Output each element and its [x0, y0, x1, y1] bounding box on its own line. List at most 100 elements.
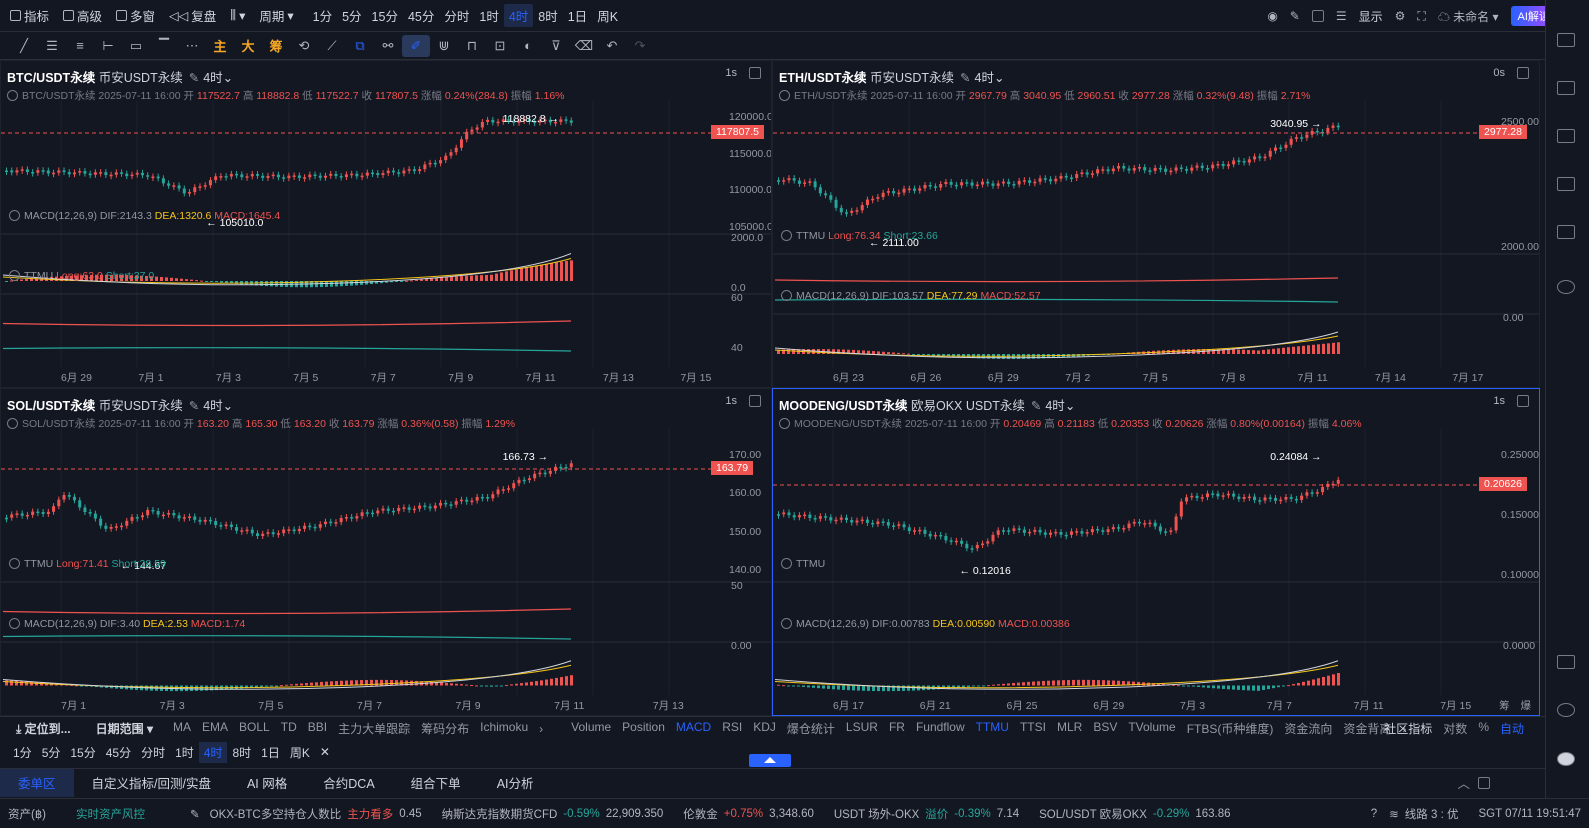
chart-panel-3[interactable]: SOL/USDT永续 币安USDT永续 ✎ 4时⌄ 1s SOL/USDT永续 2025… [0, 388, 772, 716]
advanced-button[interactable]: 高级 [63, 6, 102, 25]
chart-panel-4[interactable]: MOODENG/USDT永续 欧易OKX USDT永续 ✎ 4时⌄ 1s MOODENG… [772, 388, 1540, 716]
visibility-icon[interactable] [7, 418, 18, 429]
timeframe-45分[interactable]: 45分 [407, 10, 435, 24]
bottom-tab-3[interactable]: 合约DCA [323, 777, 375, 791]
visibility-icon[interactable] [9, 270, 20, 281]
settings-icon[interactable]: ⚙ [1394, 9, 1406, 23]
tf-45分[interactable]: 45分 [105, 745, 132, 760]
visibility-icon[interactable] [779, 418, 790, 429]
tf-1分[interactable]: 1分 [13, 745, 32, 760]
tf-8时[interactable]: 8时 [232, 745, 252, 760]
timeframe-1分[interactable]: 1分 [312, 10, 333, 24]
main-indicator-BBI[interactable]: BBI [307, 720, 328, 734]
ticker-name[interactable]: USDT 场外-OKX [833, 808, 920, 821]
big-order-tool[interactable]: 大 [241, 39, 255, 54]
ticker-name[interactable]: 伦敦金 [683, 808, 718, 821]
trend-line-icon[interactable]: ╱ [20, 37, 28, 53]
main-indicator-Ichimoku[interactable]: Ichimoku [480, 720, 529, 734]
chevron-right-icon[interactable]: › [1402, 721, 1407, 736]
maximize-icon[interactable] [1517, 395, 1529, 407]
main-indicator-EMA[interactable]: EMA [202, 720, 229, 734]
maximize-icon[interactable] [749, 395, 761, 407]
cloud-save-button[interactable]: ☁ 未命名 ▾ [1437, 9, 1499, 24]
maximize-icon[interactable] [1517, 67, 1529, 79]
data-window-icon[interactable] [1557, 177, 1575, 191]
sub-indicator-Volume[interactable]: Volume [571, 720, 612, 734]
bottom-tab-0[interactable]: 委单区 [0, 768, 74, 797]
parallel-channel-icon[interactable]: ☰ [46, 37, 58, 53]
main-indicator-TD[interactable]: TD [280, 720, 297, 734]
close-icon[interactable]: ✕ [319, 745, 330, 759]
interval-dropdown[interactable]: 4时 [974, 71, 994, 85]
bottom-tab-5[interactable]: AI分析 [496, 777, 534, 791]
camera-icon[interactable]: ◉ [1267, 9, 1278, 23]
period-dropdown[interactable]: 周期 ▾ [259, 9, 294, 24]
sub-indicator-FR[interactable]: FR [888, 720, 905, 734]
magnet-icon[interactable]: ⋓ [438, 37, 450, 53]
chart-type-button[interactable]: ⫼ ▾ [230, 8, 245, 23]
visibility-icon[interactable] [9, 210, 20, 221]
sub-indicator-Position[interactable]: Position [622, 720, 665, 734]
more-tools-icon[interactable]: ⋯ [185, 37, 199, 53]
tf-分时[interactable]: 分时 [141, 745, 166, 760]
locate-button[interactable]: ⤓ 定位到... [16, 722, 71, 736]
measure-icon[interactable]: ▔ [159, 37, 169, 53]
chart-icon[interactable] [1557, 129, 1575, 143]
bottom-tab-1[interactable]: 自定义指标/回测/实盘 [91, 777, 211, 791]
chart-title[interactable]: BTC/USDT永续 币安USDT永续 ✎ 4时⌄ [7, 67, 233, 86]
undo-icon[interactable]: ↶ [606, 37, 618, 53]
timeframe-分时[interactable]: 分时 [444, 10, 470, 24]
help-icon[interactable]: ? [1370, 807, 1378, 820]
ticker-name[interactable]: OKX-BTC多空持仓人数比 [209, 808, 342, 821]
panel-icon[interactable] [1557, 655, 1575, 669]
visibility-icon[interactable] [781, 230, 792, 241]
tf-15分[interactable]: 15分 [70, 745, 96, 760]
tf-周K[interactable]: 周K [289, 745, 310, 760]
watchlist-icon[interactable] [1557, 33, 1575, 47]
fullscreen-icon[interactable]: ⛶ [1417, 8, 1426, 23]
indicator-option-社区指标[interactable]: 社区指标 [1384, 722, 1433, 736]
filter-icon[interactable]: ⊽ [551, 37, 561, 53]
collapse-icon[interactable]: ︿ [1457, 777, 1470, 791]
timeframe-15分[interactable]: 15分 [371, 10, 398, 24]
sub-indicator-资金背离[interactable]: 资金背离 [1343, 722, 1392, 736]
lock-icon[interactable]: ⊓ [466, 37, 478, 53]
tf-4时[interactable]: 4时 [198, 741, 228, 763]
chart-panel-1[interactable]: BTC/USDT永续 币安USDT永续 ✎ 4时⌄ 1s BTC/USDT永续 2025… [0, 60, 772, 388]
indicator-option-%[interactable]: % [1478, 720, 1489, 734]
edit-icon[interactable]: ✎ [189, 808, 200, 821]
chart-panel-2[interactable]: ETH/USDT永续 币安USDT永续 ✎ 4时⌄ 0s ETH/USDT永续 2025… [772, 60, 1540, 388]
sync-icon[interactable]: ⟲ [298, 37, 310, 53]
sub-indicator-Fundflow[interactable]: Fundflow [915, 720, 965, 734]
edit-icon[interactable]: ✎ [1030, 399, 1042, 413]
link-icon[interactable]: ⚯ [382, 37, 394, 53]
maximize-icon[interactable] [749, 67, 761, 79]
edit-icon[interactable]: ✎ [188, 399, 200, 413]
sub-indicator-TTMU[interactable]: TTMU [975, 720, 1009, 734]
date-range-dropdown[interactable]: 日期范围 ▾ [95, 722, 154, 736]
ticker-name[interactable]: SOL/USDT 欧易OKX [1039, 808, 1147, 821]
timeframe-周K[interactable]: 周K [597, 10, 619, 24]
risk-control-link[interactable]: 实时资产风控 [75, 808, 145, 821]
visibility-icon[interactable] [9, 618, 20, 629]
sub-indicator-LSUR[interactable]: LSUR [845, 720, 878, 734]
multi-window-button[interactable]: 多窗 [116, 6, 155, 25]
draw-mode-icon[interactable]: ✐ [402, 34, 430, 57]
visibility-icon[interactable] [7, 90, 18, 101]
connection-line[interactable]: 线路 3 : 优 [1404, 808, 1459, 821]
indicator-option-自动[interactable]: 自动 [1499, 722, 1524, 736]
tf-5分[interactable]: 5分 [41, 745, 61, 760]
sub-indicator-KDJ[interactable]: KDJ [753, 720, 776, 734]
sub-indicator-MACD[interactable]: MACD [675, 720, 712, 734]
visibility-icon[interactable] [781, 558, 792, 569]
sub-indicator-RSI[interactable]: RSI [722, 720, 743, 734]
chart-title[interactable]: ETH/USDT永续 币安USDT永续 ✎ 4时⌄ [779, 67, 1004, 86]
interval-dropdown[interactable]: 4时 [1045, 399, 1065, 413]
horizontal-ray-icon[interactable]: ⊢ [102, 37, 114, 53]
tf-1时[interactable]: 1时 [175, 745, 194, 760]
replay-button[interactable]: ◁◁ 复盘 [169, 9, 217, 24]
sub-indicator-爆仓统计[interactable]: 爆仓统计 [786, 722, 835, 736]
pen-icon[interactable]: ✎ [1289, 9, 1300, 23]
display-button[interactable]: 显示 [1358, 9, 1383, 24]
chart-title[interactable]: SOL/USDT永续 币安USDT永续 ✎ 4时⌄ [7, 395, 233, 414]
